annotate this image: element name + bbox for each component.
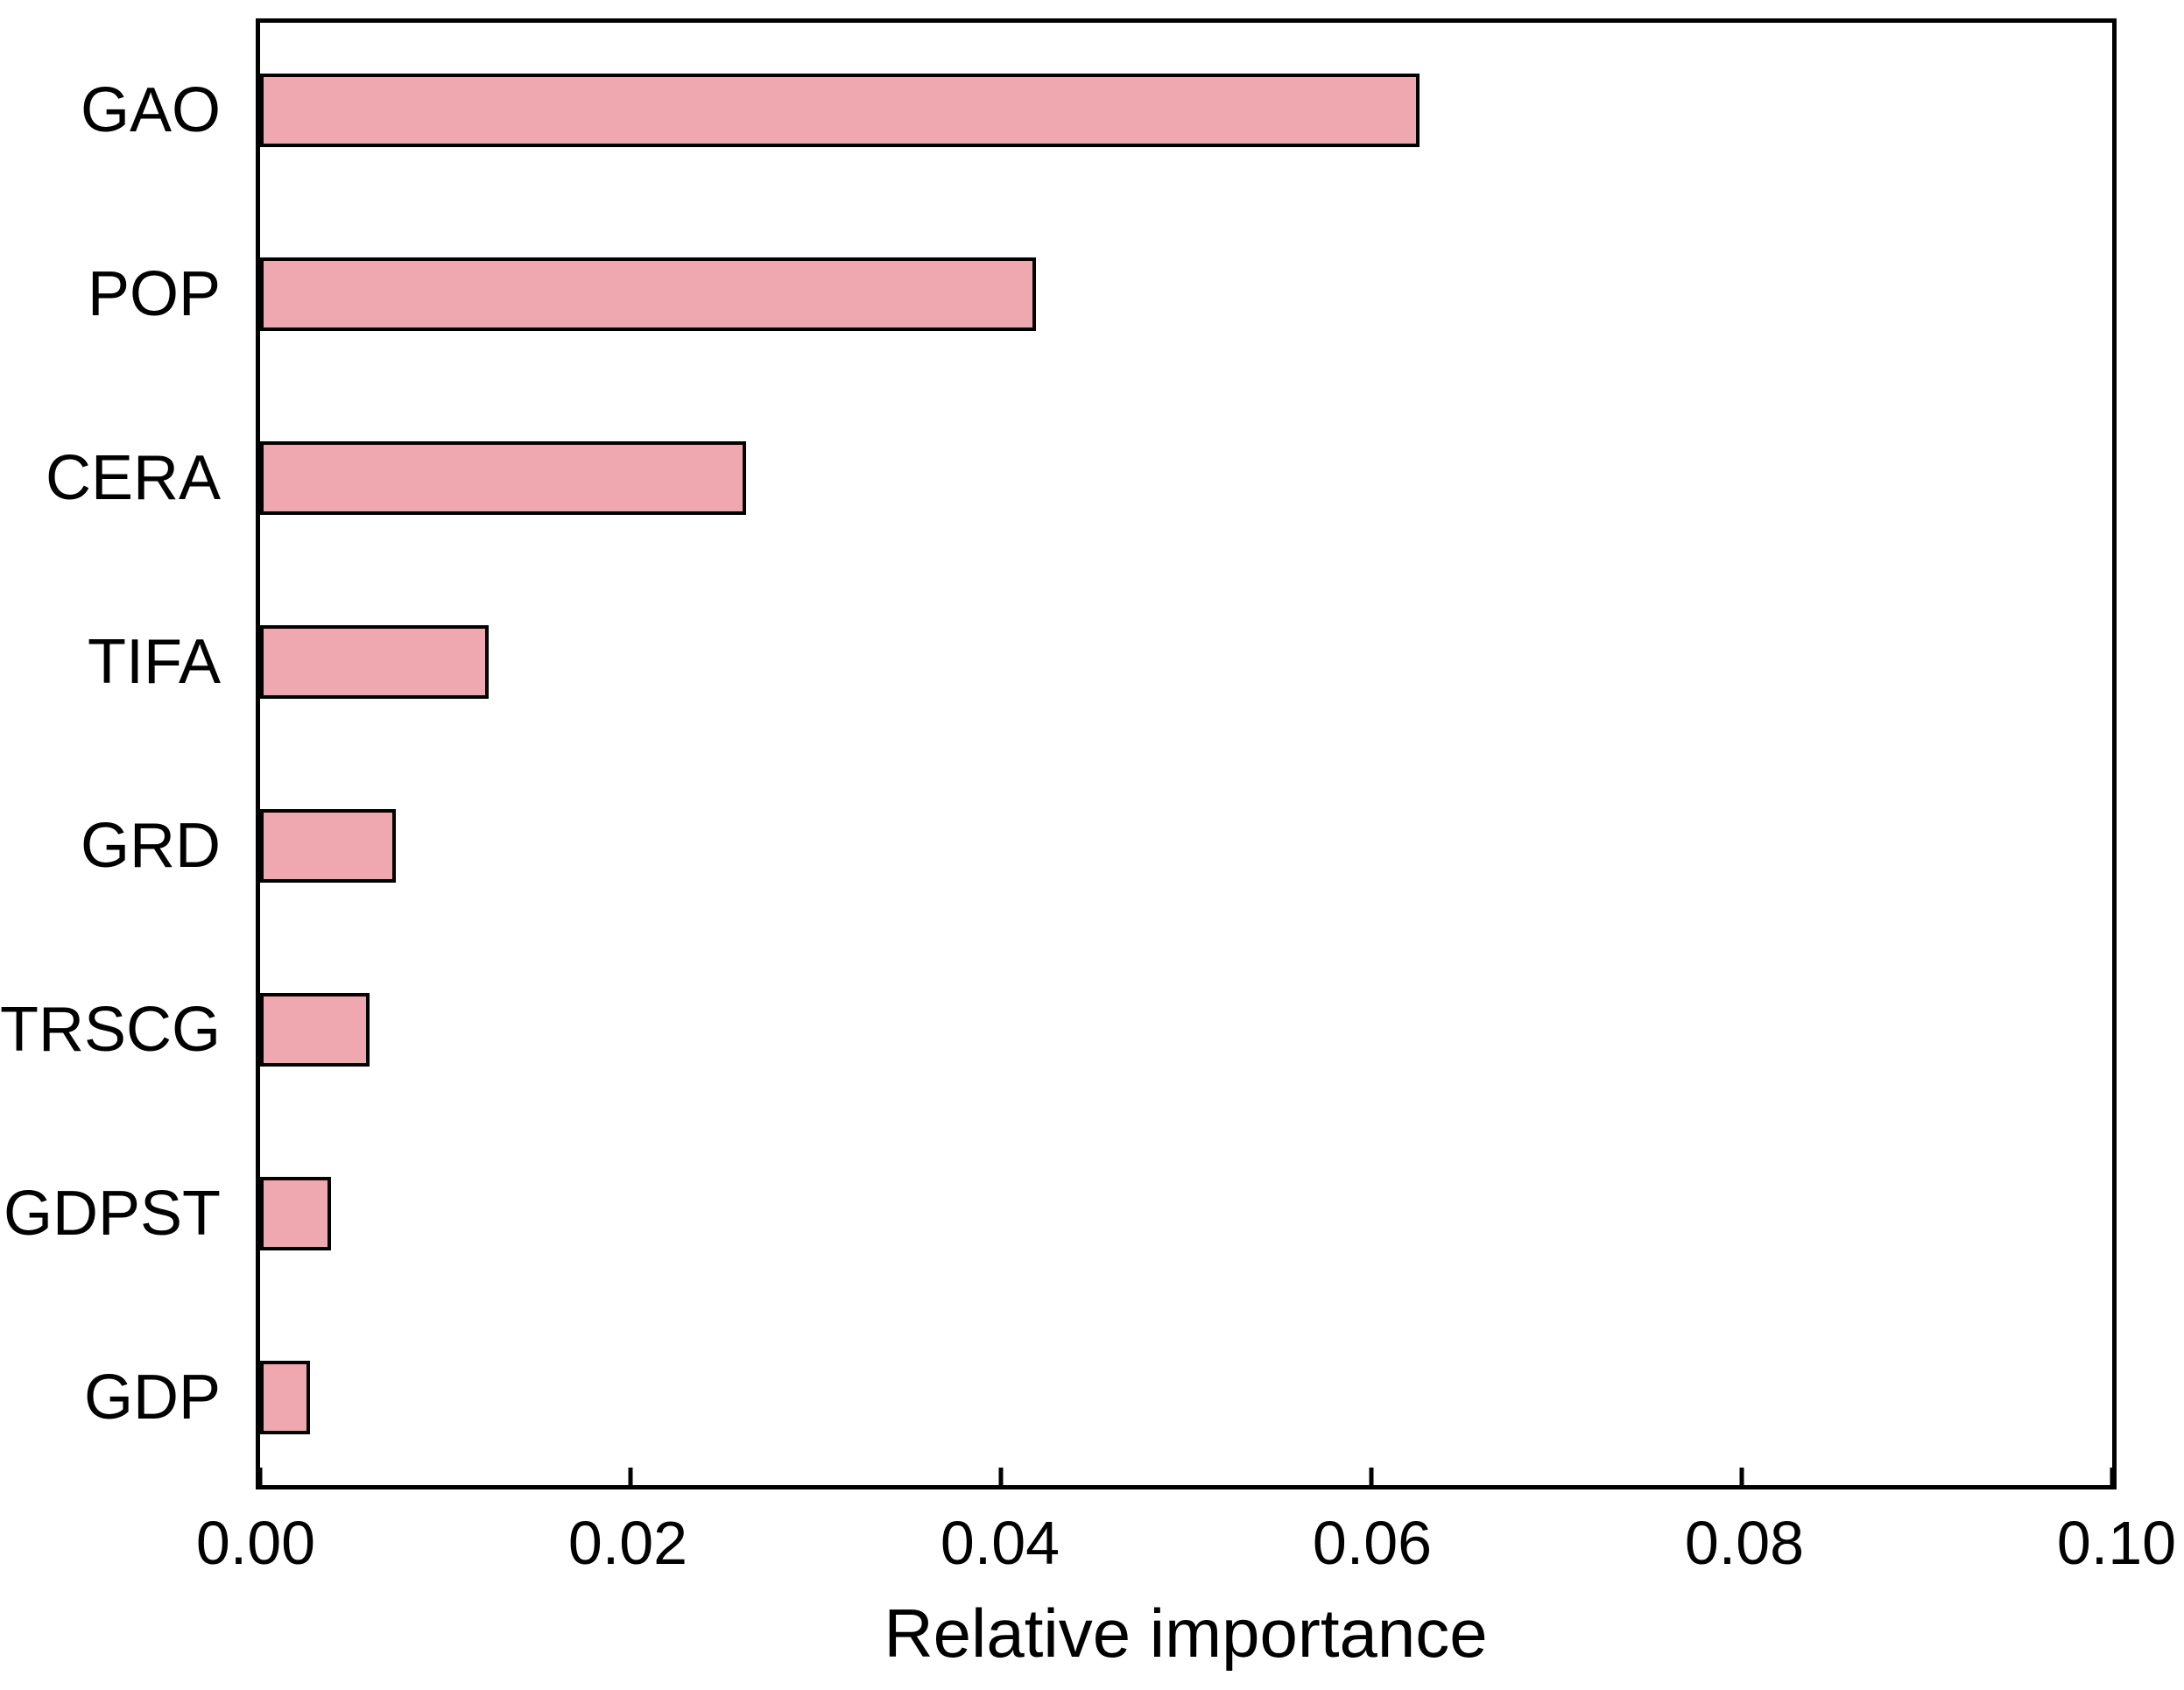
x-tick-label-0.08: 0.08 [1684,1509,1805,1577]
y-tick-label-gdp: GDP [83,1363,221,1433]
x-axis-title: Relative importance [884,1595,1488,1672]
x-tick-mark-0.02 [628,1468,633,1485]
bar-cera [260,441,746,515]
x-tick-mark-0.08 [1739,1468,1744,1485]
y-tick-label-grd: GRD [81,811,221,881]
x-tick-label-0.06: 0.06 [1312,1509,1433,1577]
x-tick-label-0.10: 0.10 [2056,1509,2177,1577]
y-tick-label-gdpst: GDPST [3,1179,221,1249]
y-tick-label-trscg: TRSCG [0,995,221,1065]
x-tick-label-0.04: 0.04 [940,1509,1060,1577]
bar-tifa [260,625,490,699]
x-tick-label-0.02: 0.02 [567,1509,688,1577]
y-tick-label-gao: GAO [80,75,221,145]
x-tick-mark-0.10 [2110,1468,2115,1485]
bar-grd [260,809,397,883]
y-tick-label-pop: POP [87,259,221,329]
bar-gao [260,74,1420,147]
x-tick-mark-0.04 [998,1468,1004,1485]
x-tick-mark-0.00 [257,1468,263,1485]
bar-trscg [260,993,370,1067]
x-tick-label-0.00: 0.00 [195,1509,316,1577]
bar-pop [260,257,1037,331]
y-tick-label-cera: CERA [45,443,221,513]
bar-gdp [260,1361,311,1434]
y-tick-label-tifa: TIFA [87,627,221,697]
plot-area [256,18,2117,1489]
x-tick-mark-0.06 [1369,1468,1374,1485]
bar-gdpst [260,1177,331,1250]
